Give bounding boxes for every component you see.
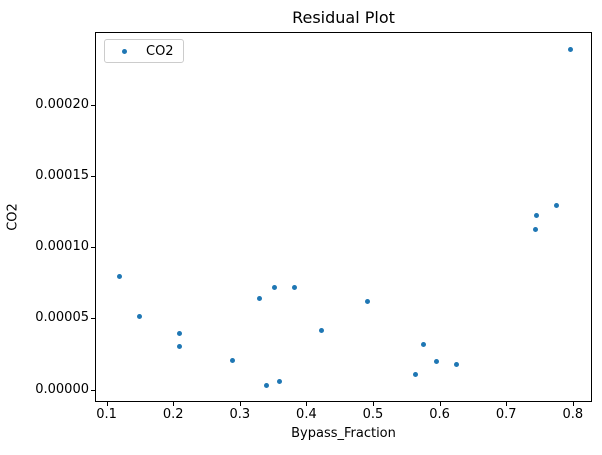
y-tick-label: 0.00000: [35, 381, 89, 397]
x-tick-label: 0.8: [562, 407, 584, 422]
x-tick-mark: [239, 402, 241, 406]
scatter-point: [365, 298, 371, 304]
x-tick-mark: [106, 402, 108, 406]
plot-area: [95, 32, 592, 402]
scatter-point: [319, 327, 325, 333]
x-tick-label: 0.3: [229, 407, 251, 422]
x-tick-label: 0.2: [162, 407, 184, 422]
legend-marker-dot-icon: [122, 48, 127, 54]
scatter-point: [257, 296, 263, 302]
scatter-point: [176, 344, 182, 350]
x-tick-mark: [373, 402, 374, 406]
x-tick-label: 0.5: [362, 407, 384, 422]
scatter-point: [116, 273, 122, 279]
scatter-point: [453, 362, 459, 368]
legend: CO2: [104, 39, 184, 63]
legend-label: CO2: [146, 43, 174, 59]
scatter-point: [291, 285, 297, 291]
y-tick-label: 0.00005: [35, 310, 89, 326]
y-axis-label: CO2: [5, 203, 21, 231]
y-tick-label: 0.00020: [35, 96, 89, 112]
scatter-point: [277, 379, 283, 385]
x-tick-mark: [173, 402, 175, 406]
x-tick-label: 0.7: [495, 407, 517, 422]
x-tick-label: 0.1: [96, 407, 117, 422]
y-tick-label: 0.00015: [35, 168, 89, 183]
scatter-point: [533, 227, 538, 233]
scatter-point: [568, 47, 574, 53]
x-axis-label: Bypass_Fraction: [291, 426, 396, 441]
y-tick-mark: [91, 104, 95, 106]
x-tick-mark: [506, 402, 508, 406]
x-tick-mark: [306, 402, 308, 406]
x-tick-label: 0.4: [296, 407, 317, 422]
scatter-point: [263, 382, 269, 388]
scatter-point: [420, 342, 426, 347]
scatter-point: [533, 212, 539, 218]
scatter-point: [433, 359, 439, 365]
scatter-point: [554, 203, 560, 209]
y-tick-label: 0.00010: [35, 239, 89, 255]
x-tick-mark: [572, 402, 574, 406]
y-tick-mark: [91, 318, 95, 320]
y-tick-mark: [91, 247, 95, 249]
scatter-point: [136, 313, 142, 319]
x-tick-mark: [439, 402, 441, 406]
scatter-point: [271, 285, 277, 291]
x-tick-label: 0.6: [429, 407, 450, 422]
scatter-point: [176, 330, 182, 336]
y-tick-mark: [91, 176, 95, 177]
chart-title: Residual Plot: [292, 8, 395, 27]
scatter-point: [412, 372, 418, 377]
scatter-point: [230, 358, 235, 364]
y-tick-mark: [91, 389, 95, 391]
